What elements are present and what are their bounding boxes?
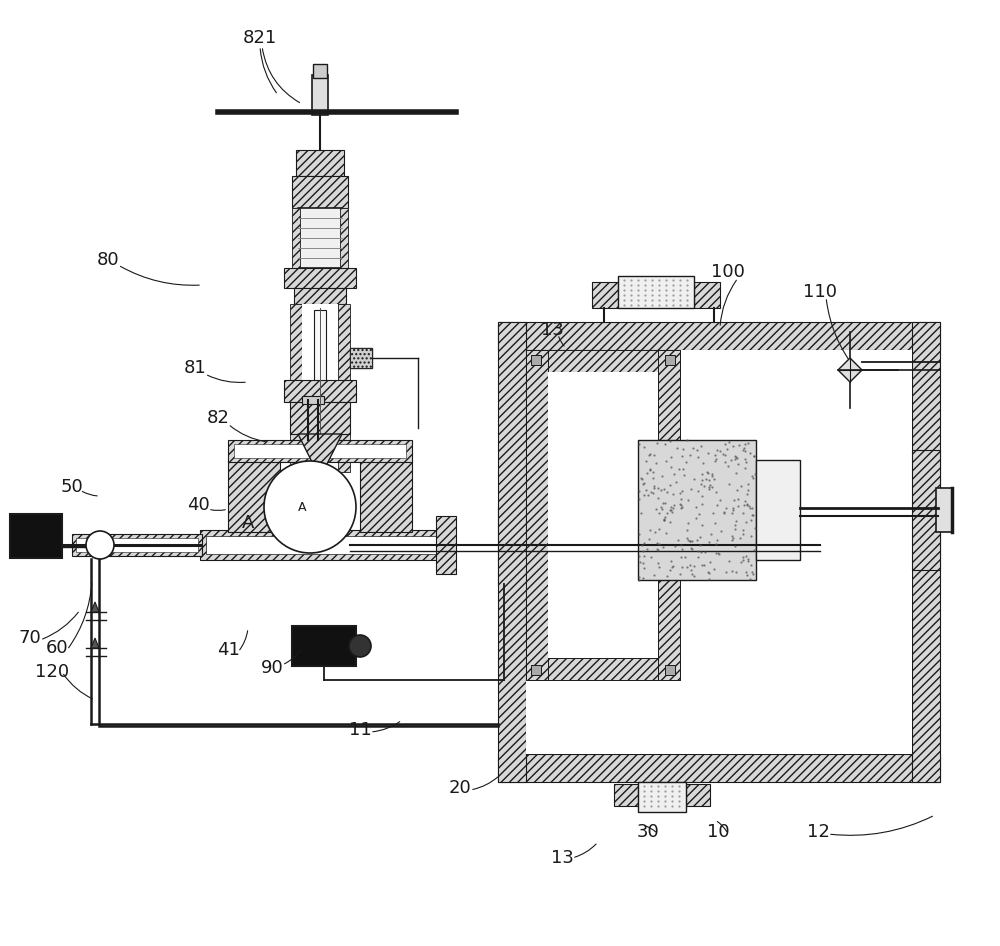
Text: 30: 30 [637,823,659,841]
Text: 100: 100 [711,263,745,281]
Bar [290,304,302,472]
Bar [234,444,406,458]
Bar [756,460,800,560]
Bar [306,502,320,514]
Bar [526,658,680,680]
Bar [694,282,720,308]
Bar [436,516,456,574]
Polygon shape [838,358,862,382]
Text: 60: 60 [46,639,68,657]
Bar [284,268,356,288]
Circle shape [264,461,356,553]
Bar [531,665,541,675]
Bar [206,536,442,554]
Bar [658,350,680,680]
Text: 120: 120 [35,663,69,681]
Text: 11: 11 [349,721,371,739]
Circle shape [349,635,371,657]
Bar [72,534,202,556]
Bar [936,488,952,532]
Bar [350,348,372,368]
Bar [548,372,658,658]
Bar [294,288,346,304]
Bar [531,355,541,365]
Bar [292,208,300,268]
Text: 821: 821 [243,29,277,47]
Bar [638,782,686,812]
Bar [520,518,528,574]
Bar [665,665,675,675]
Bar [526,350,680,372]
Polygon shape [91,638,99,648]
Bar [10,514,62,558]
Bar [360,460,412,532]
Bar [504,514,544,576]
Circle shape [86,531,114,559]
Bar [638,440,756,580]
Bar [686,784,710,806]
Bar [912,450,940,570]
Bar [340,208,348,268]
Polygon shape [298,434,342,468]
Bar [350,348,372,368]
Bar [228,460,280,532]
Bar [618,276,694,308]
Bar [498,506,550,584]
Bar [665,355,675,365]
Text: 50: 50 [61,478,83,496]
Text: 41: 41 [217,641,239,659]
Text: 13: 13 [541,321,563,339]
Bar [498,322,940,350]
Text: 110: 110 [803,283,837,301]
Text: 13: 13 [551,849,573,867]
Bar [592,282,618,308]
Bar [296,150,344,176]
Bar [298,208,342,268]
Bar [312,75,328,115]
Text: 40: 40 [187,496,209,514]
Bar [526,350,912,754]
Bar [292,626,356,666]
Text: 10: 10 [707,823,729,841]
Text: 12: 12 [807,823,829,841]
Bar [302,396,324,404]
Text: 70: 70 [19,629,41,647]
Bar [536,518,544,574]
Bar [912,322,940,782]
Text: 80: 80 [97,251,119,269]
Bar [526,350,548,680]
Bar [498,754,940,782]
Polygon shape [91,602,99,612]
Bar [552,518,560,574]
Bar [498,322,526,782]
Bar [614,784,638,806]
Bar [313,64,327,78]
Text: A: A [298,500,306,514]
Text: 81: 81 [184,359,206,377]
Bar [314,310,326,465]
Text: A: A [242,514,254,532]
Bar [338,304,350,472]
Bar [284,380,356,402]
Bar [302,304,338,472]
Text: 20: 20 [449,779,471,797]
Bar [76,538,198,552]
Bar [290,402,350,434]
Bar [200,530,448,560]
Text: 90: 90 [261,659,283,677]
Bar [568,518,576,574]
Bar [292,176,348,208]
Text: 82: 82 [207,409,229,427]
Bar [228,440,412,462]
